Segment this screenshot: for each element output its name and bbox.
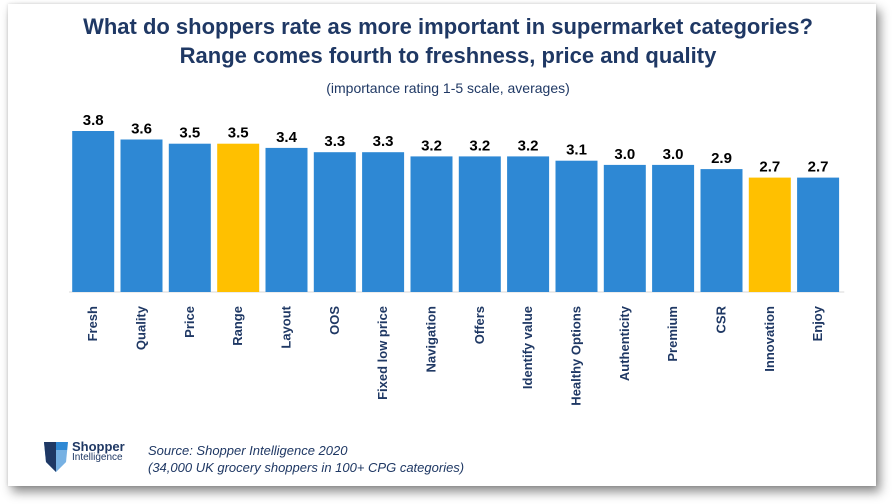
- bar-authenticity: [603, 164, 646, 292]
- category-label: OOS: [327, 306, 342, 335]
- bar-oos: [313, 152, 356, 292]
- source-line-2: (34,000 UK grocery shoppers in 100+ CPG …: [148, 460, 465, 475]
- category-label: Range: [230, 306, 245, 346]
- bar-navigation: [410, 156, 453, 292]
- bar-healthy-options: [555, 160, 598, 292]
- category-label: Layout: [279, 305, 294, 348]
- bar-enjoy: [797, 177, 840, 292]
- category-label: Offers: [472, 306, 487, 344]
- category-label: Premium: [665, 306, 680, 362]
- category-label: Identify value: [520, 306, 535, 389]
- bar-identify-value: [507, 156, 550, 292]
- data-label: 3.2: [421, 137, 442, 154]
- category-label: Authenticity: [617, 305, 632, 381]
- bar-price: [168, 143, 211, 292]
- data-label: 3.3: [324, 133, 345, 150]
- chart-title: What do shoppers rate as more important …: [0, 12, 896, 70]
- title-line-1: What do shoppers rate as more important …: [83, 14, 813, 39]
- category-label: Healthy Options: [569, 306, 584, 406]
- data-label: 2.9: [711, 150, 732, 167]
- shield-logo-icon: [44, 442, 68, 472]
- category-label: Innovation: [762, 306, 777, 372]
- data-label: 3.2: [518, 137, 539, 154]
- bar-csr: [700, 169, 743, 292]
- category-label: CSR: [714, 305, 729, 333]
- data-label: 3.1: [566, 142, 587, 159]
- data-label: 3.0: [614, 146, 635, 163]
- data-label: 3.5: [179, 125, 200, 142]
- data-label: 3.2: [469, 137, 490, 154]
- bar-innovation: [748, 177, 791, 292]
- bar-quality: [120, 139, 163, 292]
- bar-offers: [458, 156, 501, 292]
- logo-subtext: Intelligence: [72, 452, 123, 463]
- bar-fixed-low-price: [362, 152, 405, 292]
- chart-subtitle: (importance rating 1-5 scale, averages): [326, 80, 570, 96]
- data-label: 3.6: [131, 121, 152, 138]
- source-line-1: Source: Shopper Intelligence 2020: [148, 443, 348, 458]
- data-label: 3.5: [228, 125, 249, 142]
- category-label: Fresh: [85, 306, 100, 341]
- source-note: Source: Shopper Intelligence 2020 (34,00…: [148, 442, 464, 476]
- category-label: Navigation: [424, 306, 439, 373]
- category-label: Enjoy: [810, 305, 825, 341]
- bar-layout: [265, 147, 308, 292]
- category-label: Quality: [134, 305, 149, 350]
- bar-premium: [652, 164, 695, 292]
- logo-text: Shopper: [72, 439, 125, 454]
- category-label: Fixed low price: [375, 306, 390, 400]
- title-line-2: Range comes fourth to freshness, price a…: [179, 43, 717, 68]
- data-label: 2.7: [759, 159, 780, 176]
- bar-range: [217, 143, 260, 292]
- data-label: 3.8: [83, 112, 104, 129]
- data-label: 2.7: [808, 159, 829, 176]
- data-label: 3.0: [663, 146, 684, 163]
- data-label: 3.3: [373, 133, 394, 150]
- bar-fresh: [72, 131, 115, 292]
- category-label: Price: [182, 306, 197, 338]
- data-label: 3.4: [276, 129, 298, 146]
